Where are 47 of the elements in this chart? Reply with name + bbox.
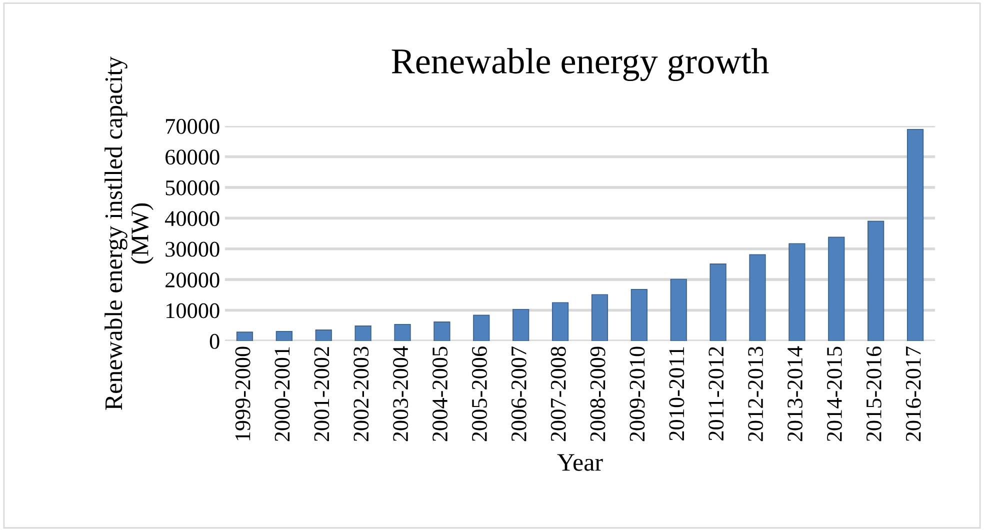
x-tick-label: 2013-2014 <box>788 346 803 442</box>
x-tick-label: 2009-2010 <box>630 346 645 442</box>
bar <box>236 332 254 341</box>
y-tick-label: 50000 <box>166 180 220 196</box>
x-tick-label: 2016-2017 <box>906 346 921 442</box>
bar <box>788 243 806 341</box>
bar <box>749 254 766 341</box>
x-tick-label: 2001-2002 <box>314 347 330 442</box>
x-tick-label: 2006-2007 <box>511 346 526 442</box>
x-tick-label: 1999-2000 <box>235 346 250 440</box>
x-tick-label: 2008-2009 <box>590 346 606 442</box>
x-tick-label: 2015-2016 <box>866 346 882 442</box>
x-tick-label: 2011-2012 <box>708 347 724 440</box>
x-tick-label: 2002-2003 <box>354 346 369 442</box>
bar <box>591 294 608 341</box>
x-axis-title: Year <box>557 454 603 471</box>
x-tick-label: 2010-2011 <box>669 347 684 440</box>
bar <box>394 324 411 341</box>
bar <box>473 314 490 341</box>
bar <box>512 308 530 341</box>
bar <box>315 330 332 341</box>
y-tick-label: 0 <box>210 334 220 349</box>
bar <box>710 263 726 341</box>
bar <box>552 302 569 341</box>
x-tick-label: 2014-2015 <box>826 346 842 442</box>
x-tick-label: 2012-2013 <box>748 346 764 442</box>
bar <box>670 278 687 341</box>
chart-title: Renewable energy growth <box>392 48 769 82</box>
bar <box>354 326 372 341</box>
y-tick-label: 20000 <box>166 272 220 288</box>
bar <box>906 128 924 341</box>
y-tick-label: 30000 <box>166 242 220 257</box>
x-tick-label: 2000-2001 <box>274 347 290 442</box>
y-tick-label: 10000 <box>166 303 220 318</box>
y-axis-title: Renewable energy instlled capacity (MW) <box>104 56 154 410</box>
bar <box>868 220 884 341</box>
bar <box>434 322 450 341</box>
x-tick-label: 2007-2008 <box>550 346 566 442</box>
y-tick-label: 40000 <box>165 211 220 226</box>
y-tick-label: 70000 <box>166 118 220 134</box>
x-tick-label: 2003-2004 <box>393 346 408 442</box>
x-tick-label: 2004-2005 <box>432 346 448 442</box>
bar <box>630 288 648 341</box>
x-tick-label: 2005-2006 <box>472 346 487 442</box>
y-tick-label: 60000 <box>166 150 220 165</box>
bar <box>276 331 292 341</box>
bar <box>828 236 845 341</box>
